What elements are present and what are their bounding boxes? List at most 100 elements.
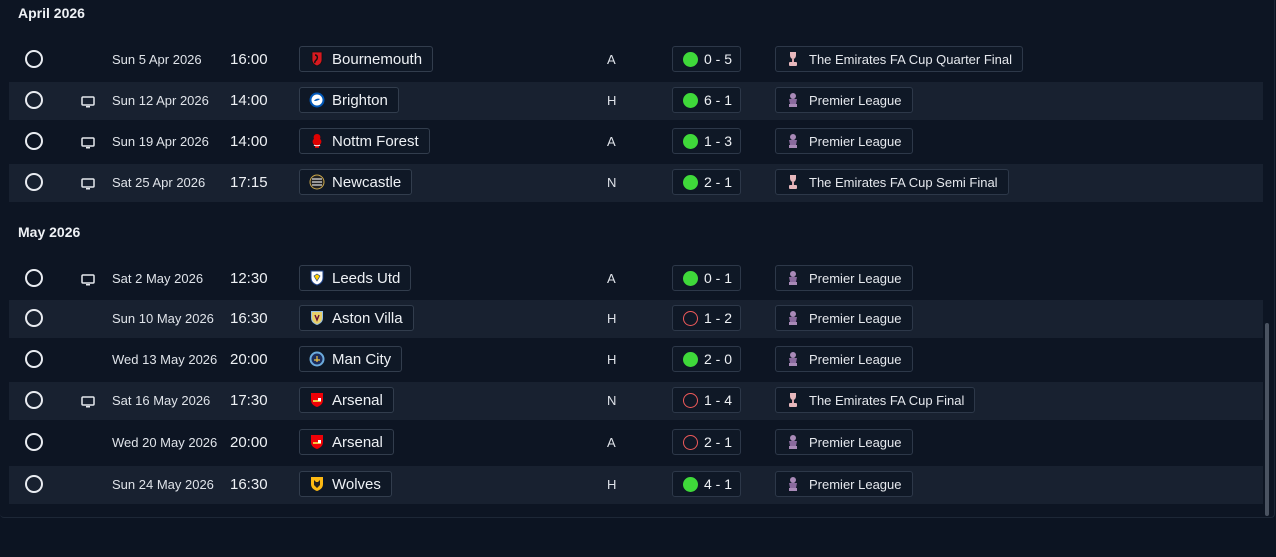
arsenal-crest-icon — [309, 434, 325, 450]
fixture-row[interactable]: Sun 12 Apr 2026 14:00 Brighton H 6 - 1 P… — [9, 82, 1263, 120]
competition-button[interactable]: The Emirates FA Cup Quarter Final — [775, 46, 1024, 72]
fixture-row[interactable]: Sun 24 May 2026 16:30 Wolves H 4 - 1 Pre… — [9, 466, 1263, 504]
venue: H — [607, 311, 617, 326]
opponent-name: Newcastle — [332, 173, 402, 191]
venue: N — [607, 393, 617, 408]
status-circle-icon[interactable] — [25, 475, 43, 493]
result-badge[interactable]: 4 - 1 — [672, 471, 741, 497]
score: 1 - 4 — [704, 392, 733, 408]
tv-broadcast-icon — [81, 177, 95, 190]
brighton-crest-icon — [309, 92, 325, 108]
fixture-row[interactable]: Sat 25 Apr 2026 17:15 Newcastle N 2 - 1 … — [9, 164, 1263, 202]
venue: N — [607, 175, 617, 190]
fa-cup-trophy-icon — [786, 174, 800, 190]
result-badge[interactable]: 2 - 1 — [672, 169, 741, 195]
status-circle-icon[interactable] — [25, 269, 43, 287]
result-badge[interactable]: 6 - 1 — [672, 87, 741, 113]
opponent-button[interactable]: Nottm Forest — [299, 128, 430, 154]
result-badge[interactable]: 2 - 1 — [672, 429, 741, 455]
venue: A — [607, 435, 616, 450]
man-city-crest-icon — [309, 351, 325, 367]
tv-broadcast-icon — [81, 136, 95, 149]
premier-league-icon — [786, 351, 800, 367]
competition-button[interactable]: Premier League — [775, 429, 913, 455]
venue: A — [607, 52, 616, 67]
status-circle-icon[interactable] — [25, 391, 43, 409]
result-badge[interactable]: 1 - 2 — [672, 305, 741, 331]
win-indicator-icon — [683, 133, 698, 149]
competition-button[interactable]: The Emirates FA Cup Final — [775, 387, 976, 413]
competition-name: The Emirates FA Cup Quarter Final — [809, 51, 1013, 67]
result-badge[interactable]: 1 - 4 — [672, 387, 741, 413]
result-badge[interactable]: 1 - 3 — [672, 128, 741, 154]
win-indicator-icon — [683, 351, 698, 367]
fa-cup-trophy-icon — [786, 51, 800, 67]
status-circle-icon[interactable] — [25, 50, 43, 68]
opponent-button[interactable]: Newcastle — [299, 169, 413, 195]
fixture-row[interactable]: Sat 16 May 2026 17:30 Arsenal N 1 - 4 Th… — [9, 382, 1263, 420]
status-circle-icon[interactable] — [25, 350, 43, 368]
result-badge[interactable]: 0 - 5 — [672, 46, 741, 72]
tv-broadcast-icon — [81, 395, 95, 408]
opponent-button[interactable]: Leeds Utd — [299, 265, 412, 291]
result-badge[interactable]: 0 - 1 — [672, 265, 741, 291]
competition-button[interactable]: Premier League — [775, 87, 913, 113]
competition-button[interactable]: Premier League — [775, 346, 913, 372]
competition-button[interactable]: The Emirates FA Cup Semi Final — [775, 169, 1009, 195]
premier-league-icon — [786, 476, 800, 492]
competition-name: Premier League — [809, 133, 902, 149]
venue: H — [607, 93, 617, 108]
competition-button[interactable]: Premier League — [775, 128, 913, 154]
match-time: 12:30 — [230, 270, 268, 287]
competition-button[interactable]: Premier League — [775, 471, 913, 497]
match-date: Sun 19 Apr 2026 — [112, 134, 209, 149]
fixtures-panel: April 2026 Sun 5 Apr 2026 16:00 Bournemo… — [0, 0, 1275, 518]
competition-button[interactable]: Premier League — [775, 265, 913, 291]
status-circle-icon[interactable] — [25, 132, 43, 150]
match-date: Sun 10 May 2026 — [112, 311, 214, 326]
opponent-name: Aston Villa — [332, 309, 403, 327]
opponent-button[interactable]: Aston Villa — [299, 305, 414, 331]
status-circle-icon[interactable] — [25, 91, 43, 109]
fixture-row[interactable]: Sat 2 May 2026 12:30 Leeds Utd A 0 - 1 P… — [9, 260, 1263, 298]
opponent-button[interactable]: Arsenal — [299, 429, 394, 455]
match-time: 14:00 — [230, 92, 268, 109]
arsenal-crest-icon — [309, 392, 325, 408]
match-date: Sat 16 May 2026 — [112, 393, 211, 408]
fixture-row[interactable]: Wed 20 May 2026 20:00 Arsenal A 2 - 1 Pr… — [9, 424, 1263, 462]
win-indicator-icon — [683, 51, 698, 67]
competition-name: The Emirates FA Cup Semi Final — [809, 174, 998, 190]
score: 2 - 1 — [704, 434, 733, 450]
score: 2 - 0 — [704, 351, 733, 367]
opponent-button[interactable]: Brighton — [299, 87, 399, 113]
competition-name: Premier League — [809, 310, 902, 326]
score: 0 - 1 — [704, 270, 733, 286]
result-badge[interactable]: 2 - 0 — [672, 346, 741, 372]
newcastle-crest-icon — [309, 174, 325, 190]
opponent-name: Brighton — [332, 91, 388, 109]
fixture-row[interactable]: Sun 5 Apr 2026 16:00 Bournemouth A 0 - 5… — [9, 41, 1263, 79]
aston-villa-crest-icon — [309, 310, 325, 326]
status-circle-icon[interactable] — [25, 173, 43, 191]
match-time: 17:30 — [230, 392, 268, 409]
premier-league-icon — [786, 310, 800, 326]
fixture-row[interactable]: Wed 13 May 2026 20:00 Man City H 2 - 0 P… — [9, 341, 1263, 379]
match-date: Sun 5 Apr 2026 — [112, 52, 202, 67]
nottm-forest-crest-icon — [309, 133, 325, 149]
opponent-button[interactable]: Arsenal — [299, 387, 394, 413]
opponent-button[interactable]: Wolves — [299, 471, 392, 497]
competition-button[interactable]: Premier League — [775, 305, 913, 331]
match-time: 16:30 — [230, 476, 268, 493]
status-circle-icon[interactable] — [25, 309, 43, 327]
opponent-button[interactable]: Man City — [299, 346, 403, 372]
score: 1 - 2 — [704, 310, 733, 326]
win-indicator-icon — [683, 92, 698, 108]
vertical-scrollbar[interactable] — [1265, 323, 1269, 516]
status-circle-icon[interactable] — [25, 433, 43, 451]
fixture-row[interactable]: Sun 19 Apr 2026 14:00 Nottm Forest A 1 -… — [9, 123, 1263, 161]
fixture-row[interactable]: Sun 10 May 2026 16:30 Aston Villa H 1 - … — [9, 300, 1263, 338]
match-time: 17:15 — [230, 174, 268, 191]
opponent-button[interactable]: Bournemouth — [299, 46, 434, 72]
match-time: 20:00 — [230, 434, 268, 451]
competition-name: Premier League — [809, 92, 902, 108]
